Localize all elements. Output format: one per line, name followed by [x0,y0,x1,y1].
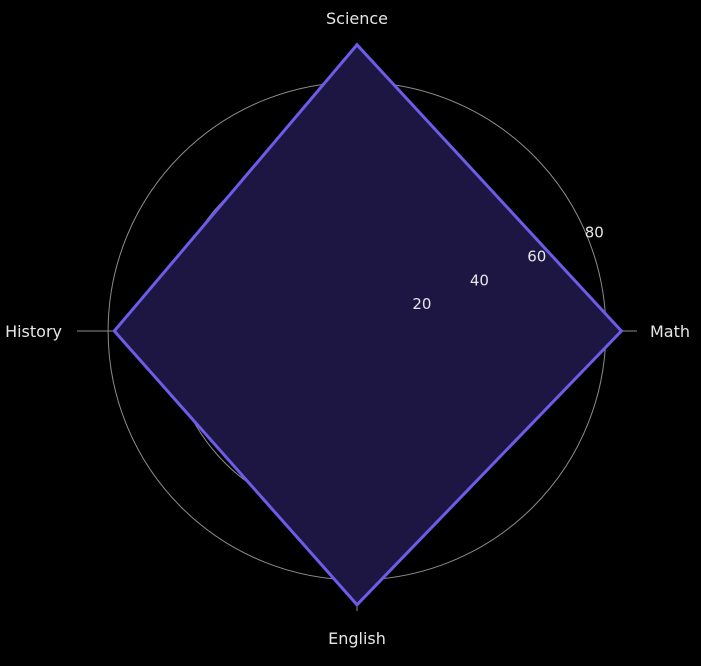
tick-label-60: 60 [527,248,546,266]
tick-label-20: 20 [412,295,431,313]
series-0-area [114,44,622,605]
category-label-science: Science [326,9,388,28]
category-label-english: English [328,629,386,648]
data-point-history [112,329,116,333]
category-label-math: Math [650,322,690,341]
data-point-english [355,603,359,607]
radial-ticks: 20 40 60 80 [412,224,603,313]
tick-label-40: 40 [470,271,489,289]
category-label-history: History [5,322,62,341]
category-labels: Math Science History English [5,9,690,648]
data-point-math [619,329,623,333]
data-point-science [355,43,359,47]
series-layer [112,42,624,608]
tick-label-80: 80 [585,224,604,242]
